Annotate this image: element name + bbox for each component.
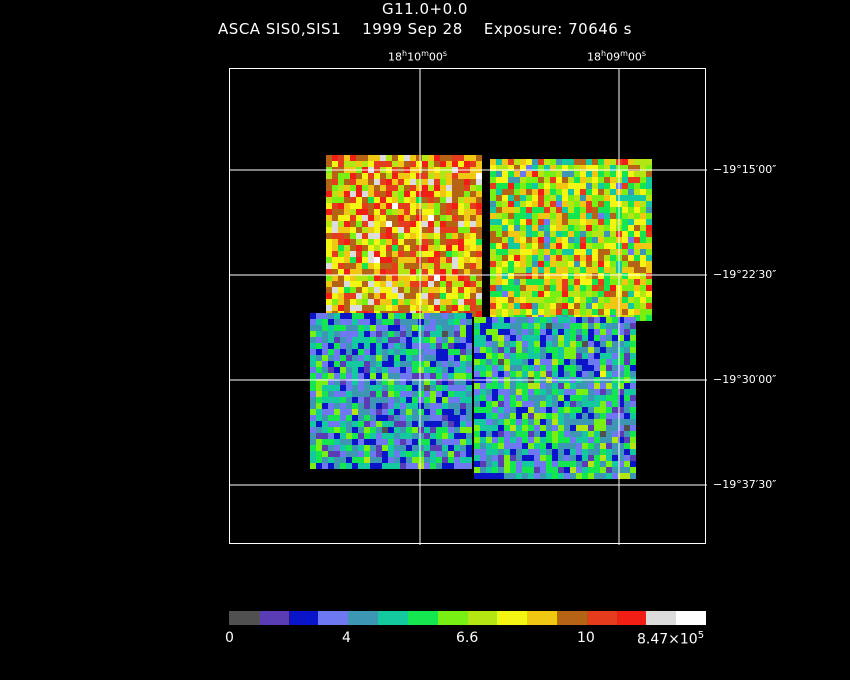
colorbar-label-0: 0 bbox=[225, 630, 234, 646]
colorbar-swatch bbox=[318, 611, 349, 625]
colorbar-swatch bbox=[467, 611, 498, 625]
colorbar-swatch bbox=[407, 611, 438, 625]
colorbar-swatch bbox=[437, 611, 468, 625]
colorbar-swatch bbox=[676, 611, 706, 625]
colorbar-swatch bbox=[556, 611, 587, 625]
ra-label-1810: 18h10m00s bbox=[388, 49, 448, 64]
colorbar-swatch bbox=[258, 611, 289, 625]
dec-label-3: −19°30′00″ bbox=[713, 373, 777, 386]
observation-info: ASCA SIS0,SIS1 1999 Sep 28 Exposure: 706… bbox=[0, 20, 850, 38]
colorbar-swatch bbox=[378, 611, 408, 625]
colorbar-swatch bbox=[616, 611, 647, 625]
ccd-chip bbox=[490, 159, 652, 321]
image-frame bbox=[229, 68, 707, 545]
object-title: G11.0+0.0 bbox=[382, 0, 468, 18]
instrument-label: ASCA SIS0,SIS1 bbox=[218, 20, 342, 38]
colorbar-swatch bbox=[497, 611, 528, 625]
ccd-chip bbox=[474, 317, 636, 479]
dec-label-2: −19°22′30″ bbox=[713, 268, 777, 281]
colorbar-label-6-6: 6.6 bbox=[456, 630, 479, 646]
xray-image bbox=[230, 69, 707, 545]
colorbar-swatch bbox=[229, 611, 259, 625]
colorbar bbox=[229, 611, 706, 625]
colorbar-label-4: 4 bbox=[342, 630, 351, 646]
colorbar-swatch bbox=[527, 611, 557, 625]
ra-label-1809: 18h09m00s bbox=[587, 49, 647, 64]
colorbar-label-max: 8.47×105 bbox=[637, 630, 705, 648]
ccd-chip bbox=[310, 313, 472, 469]
colorbar-swatch bbox=[348, 611, 379, 625]
dec-label-4: −19°37′30″ bbox=[713, 478, 777, 491]
ccd-chip bbox=[326, 155, 482, 317]
colorbar-swatch bbox=[288, 611, 319, 625]
colorbar-label-10: 10 bbox=[577, 630, 595, 646]
date-label: 1999 Sep 28 bbox=[362, 20, 463, 38]
dec-label-1: −19°15′00″ bbox=[713, 163, 777, 176]
exposure-label: Exposure: 70646 s bbox=[483, 20, 632, 38]
colorbar-swatch bbox=[586, 611, 617, 625]
colorbar-swatch bbox=[646, 611, 677, 625]
